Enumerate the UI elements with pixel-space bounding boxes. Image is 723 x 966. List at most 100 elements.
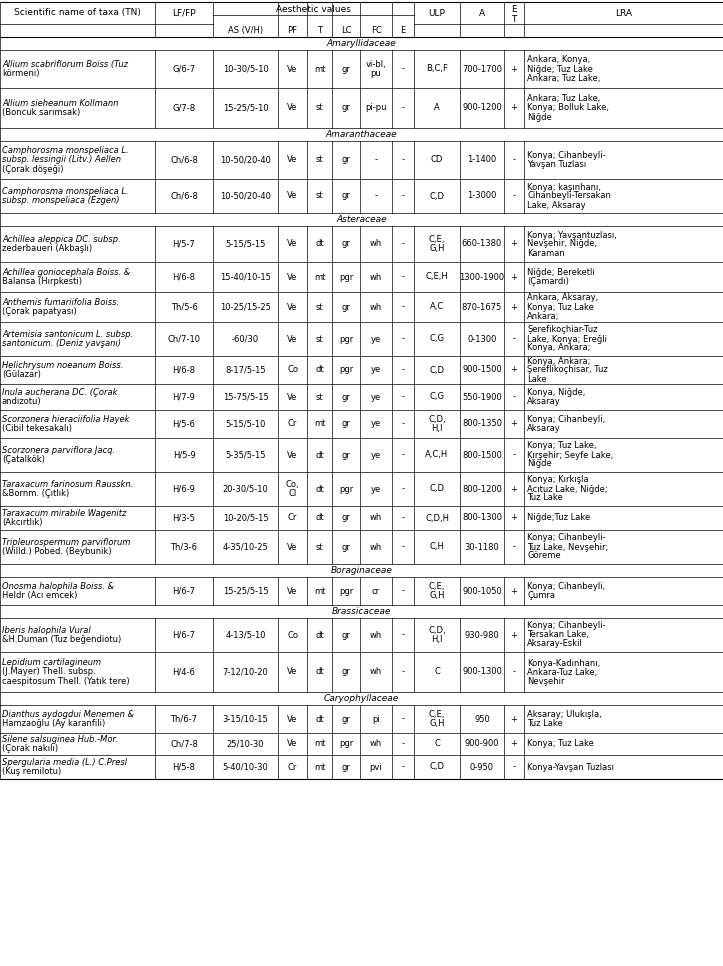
Text: Ve: Ve <box>287 450 298 460</box>
Text: (Akcırtlık): (Akcırtlık) <box>2 518 43 527</box>
Text: T: T <box>511 14 517 23</box>
Text: -: - <box>401 191 404 201</box>
Text: 0-1300: 0-1300 <box>467 334 497 344</box>
Text: 15-40/10-15: 15-40/10-15 <box>220 272 271 281</box>
Text: wh: wh <box>370 272 382 281</box>
Text: -: - <box>513 668 515 676</box>
Text: +: + <box>510 419 518 429</box>
Text: wh: wh <box>370 631 382 639</box>
Text: pi: pi <box>372 715 380 724</box>
Text: &H.Duman (Tuz beğendiotu): &H.Duman (Tuz beğendiotu) <box>2 636 121 644</box>
Text: pgr: pgr <box>339 740 353 749</box>
Text: st: st <box>316 302 323 311</box>
Text: Tripleurospermum parviflorum: Tripleurospermum parviflorum <box>2 538 130 547</box>
Text: 1-3000: 1-3000 <box>467 191 497 201</box>
Text: C,D: C,D <box>429 365 445 375</box>
Text: 10-20/5-15: 10-20/5-15 <box>223 514 268 523</box>
Text: ye: ye <box>371 450 381 460</box>
Text: LC: LC <box>341 26 351 35</box>
Text: Ve: Ve <box>287 392 298 402</box>
Text: subsp. lessingii (Litv.) Aellen: subsp. lessingii (Litv.) Aellen <box>2 156 121 164</box>
Text: -: - <box>513 392 515 402</box>
Text: 10-25/15-25: 10-25/15-25 <box>220 302 271 311</box>
Text: Lake: Lake <box>527 375 547 384</box>
Text: Aksaray: Aksaray <box>527 397 561 406</box>
Text: -: - <box>401 631 404 639</box>
Text: Ankara, Konya,: Ankara, Konya, <box>527 55 590 65</box>
Text: st: st <box>316 392 323 402</box>
Text: santonicum. (Deniz yavşanı): santonicum. (Deniz yavşanı) <box>2 339 121 349</box>
Text: ye: ye <box>371 392 381 402</box>
Text: wh: wh <box>370 740 382 749</box>
Text: H,I: H,I <box>431 424 442 433</box>
Text: Konya-Kadınhanı,: Konya-Kadınhanı, <box>527 659 600 668</box>
Text: 900-1500: 900-1500 <box>462 365 502 375</box>
Text: H/6-7: H/6-7 <box>173 631 195 639</box>
Text: 800-1350: 800-1350 <box>462 419 502 429</box>
Text: gr: gr <box>341 65 351 73</box>
Text: gr: gr <box>341 419 351 429</box>
Text: G/6-7: G/6-7 <box>173 65 195 73</box>
Text: Amaranthaceae: Amaranthaceae <box>325 130 398 139</box>
Text: gr: gr <box>341 191 351 201</box>
Text: Niğde: Niğde <box>527 112 552 122</box>
Text: gr: gr <box>341 302 351 311</box>
Text: Ve: Ve <box>287 103 298 112</box>
Text: Konya; Tuz Lake,: Konya; Tuz Lake, <box>527 441 596 450</box>
Text: ye: ye <box>371 419 381 429</box>
Text: Ch/6-8: Ch/6-8 <box>170 156 198 164</box>
Text: Nevşehir, Niğde,: Nevşehir, Niğde, <box>527 240 597 248</box>
Text: (Cibil tekesakalı): (Cibil tekesakalı) <box>2 424 72 433</box>
Text: Th/5-6: Th/5-6 <box>171 302 197 311</box>
Text: (Gülazar): (Gülazar) <box>2 370 41 380</box>
Text: 660-1380: 660-1380 <box>462 240 502 248</box>
Text: Lake, Konya; Ereğli: Lake, Konya; Ereğli <box>527 334 607 344</box>
Text: 900-1300: 900-1300 <box>462 668 502 676</box>
Text: Inula aucherana DC. (Çorak: Inula aucherana DC. (Çorak <box>2 387 118 397</box>
Text: 10-30/5-10: 10-30/5-10 <box>223 65 268 73</box>
Text: -: - <box>513 191 515 201</box>
Text: +: + <box>510 103 518 112</box>
Text: C,D: C,D <box>429 485 445 494</box>
Text: dt: dt <box>315 715 324 724</box>
Text: Çumra: Çumra <box>527 591 555 600</box>
Text: AS (V/H): AS (V/H) <box>228 26 263 35</box>
Text: 3-15/10-15: 3-15/10-15 <box>223 715 268 724</box>
Text: Th/6-7: Th/6-7 <box>171 715 197 724</box>
Text: -: - <box>401 668 404 676</box>
Text: +: + <box>510 485 518 494</box>
Text: 800-1200: 800-1200 <box>462 485 502 494</box>
Text: C,D,: C,D, <box>428 415 446 424</box>
Text: Brassicaceae: Brassicaceae <box>332 607 391 616</box>
Text: (Willd.) Pobed. (Beybunik): (Willd.) Pobed. (Beybunik) <box>2 548 111 556</box>
Text: Th/3-6: Th/3-6 <box>171 543 197 552</box>
Text: Ankara; Tuz Lake,: Ankara; Tuz Lake, <box>527 73 600 82</box>
Text: Anthemis fumariifolia Boiss.: Anthemis fumariifolia Boiss. <box>2 298 119 307</box>
Text: -: - <box>375 156 377 164</box>
Text: Ankara, Aksaray,: Ankara, Aksaray, <box>527 294 598 302</box>
Text: Iberis halophila Vural: Iberis halophila Vural <box>2 626 91 635</box>
Text: C,D,H: C,D,H <box>425 514 449 523</box>
Text: -: - <box>401 365 404 375</box>
Text: dt: dt <box>315 485 324 494</box>
Text: pgr: pgr <box>339 586 353 595</box>
Text: gr: gr <box>341 514 351 523</box>
Text: -: - <box>513 156 515 164</box>
Text: 950: 950 <box>474 715 490 724</box>
Text: A,C,H: A,C,H <box>425 450 449 460</box>
Text: 900-1050: 900-1050 <box>462 586 502 595</box>
Text: Scientific name of taxa (TN): Scientific name of taxa (TN) <box>14 9 141 17</box>
Text: ye: ye <box>371 334 381 344</box>
Text: 5-15/5-10: 5-15/5-10 <box>226 419 265 429</box>
Text: wh: wh <box>370 543 382 552</box>
Text: C,E,: C,E, <box>429 582 445 591</box>
Text: Caryophyllaceae: Caryophyllaceae <box>324 694 399 703</box>
Text: (Çorak nakılı): (Çorak nakılı) <box>2 744 58 753</box>
Text: -: - <box>401 419 404 429</box>
Text: H/4-6: H/4-6 <box>173 668 195 676</box>
Text: -: - <box>401 392 404 402</box>
Text: pu: pu <box>371 69 381 78</box>
Text: wh: wh <box>370 302 382 311</box>
Text: körmeni): körmeni) <box>2 70 40 78</box>
Text: gr: gr <box>341 392 351 402</box>
